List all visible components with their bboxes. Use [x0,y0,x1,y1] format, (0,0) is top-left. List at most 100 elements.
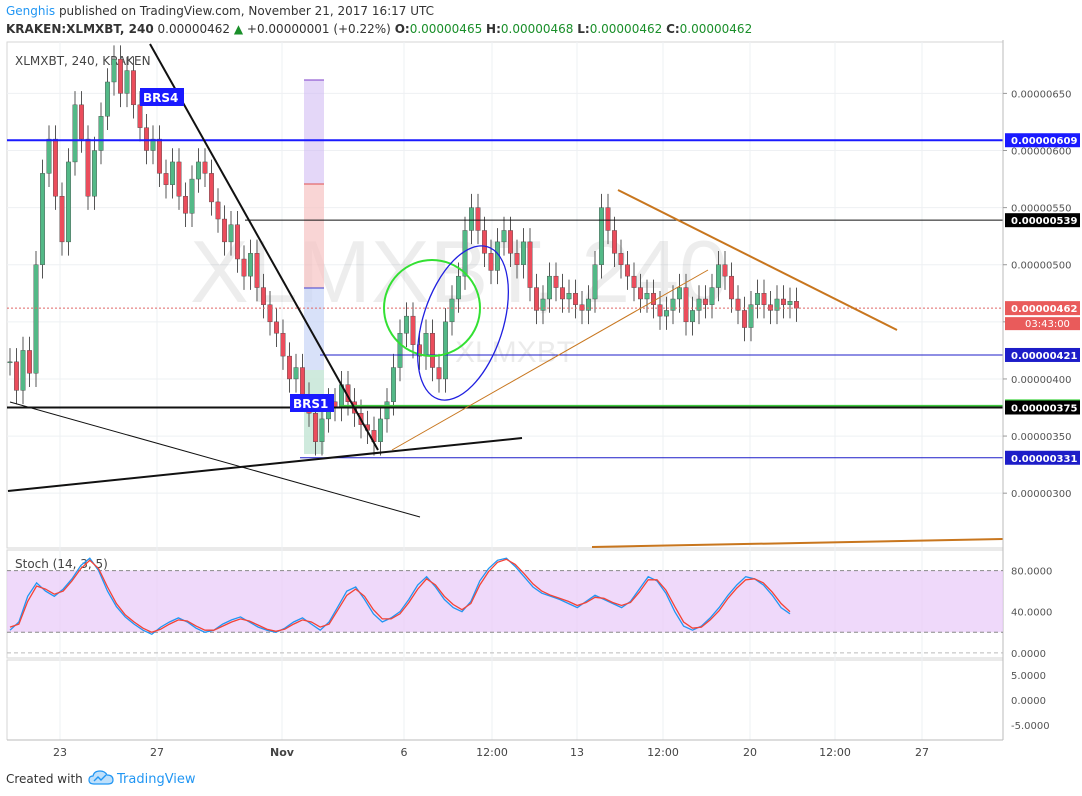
candle-body[interactable] [794,301,799,309]
candle-body[interactable] [605,207,611,231]
candle-body[interactable] [170,161,175,185]
candle-body[interactable] [677,287,682,300]
candle-body[interactable] [131,70,136,106]
candle-body[interactable] [716,264,721,288]
candle-body[interactable] [612,230,617,254]
candle-body[interactable] [579,304,585,311]
candle-body[interactable] [261,287,266,305]
tradingview-link[interactable]: TradingView [117,772,196,787]
candle-body[interactable] [703,298,708,305]
candle-body[interactable] [27,350,32,374]
candle-body[interactable] [228,224,234,243]
candle-body[interactable] [254,253,260,288]
author-link[interactable]: Genghis [6,4,56,18]
candle-body[interactable] [20,350,26,391]
candle-body[interactable] [787,301,793,305]
candle-body[interactable] [7,361,13,364]
candle-body[interactable] [690,310,695,323]
candle-body[interactable] [599,207,604,265]
candle-body[interactable] [378,418,383,442]
candle-body[interactable] [657,304,663,317]
candle-body[interactable] [514,253,520,265]
candle-body[interactable] [46,138,52,174]
candle-body[interactable] [248,253,253,277]
candle-body[interactable] [66,161,71,243]
candle-body[interactable] [105,81,110,117]
candle-body[interactable] [215,201,221,220]
candle-body[interactable] [781,298,786,305]
candle-body[interactable] [300,367,305,397]
candle-body[interactable] [696,298,702,311]
candle-body[interactable] [527,241,533,288]
candle-body[interactable] [85,138,91,197]
candle-body[interactable] [742,310,747,328]
candle-body[interactable] [625,264,630,277]
candle-body[interactable] [176,161,182,197]
candle-body[interactable] [553,275,559,288]
candle-body[interactable] [592,264,598,300]
candle-body[interactable] [501,230,507,243]
candle-body[interactable] [462,230,468,277]
candle-body[interactable] [436,367,442,380]
candle-body[interactable] [157,138,162,174]
candle-body[interactable] [683,287,689,323]
candle-body[interactable] [118,58,123,94]
candle-body[interactable] [222,218,227,243]
candle-body[interactable] [774,298,780,311]
candle-body[interactable] [449,298,455,323]
candle-body[interactable] [573,293,578,305]
candle-body[interactable] [274,321,279,334]
candle-body[interactable] [651,293,656,305]
candle-body[interactable] [540,298,546,311]
candle-body[interactable] [79,104,84,140]
candle-body[interactable] [40,173,45,265]
candle-body[interactable] [475,207,481,231]
candle-body[interactable] [644,293,650,300]
candle-body[interactable] [209,173,214,203]
candle-body[interactable] [144,127,149,151]
candle-body[interactable] [137,104,143,128]
candle-body[interactable] [482,230,487,254]
candle-body[interactable] [430,333,435,368]
candle-body[interactable] [768,304,773,311]
candle-body[interactable] [410,315,416,345]
candle-body[interactable] [566,293,572,300]
candle-body[interactable] [163,173,169,185]
candle-body[interactable] [534,287,539,311]
candle-body[interactable] [280,333,286,357]
candle-body[interactable] [267,304,273,323]
candle-body[interactable] [183,195,188,214]
candle-body[interactable] [33,264,39,374]
candle-body[interactable] [547,275,552,300]
candle-body[interactable] [755,293,760,305]
candle-body[interactable] [443,321,448,380]
candle-body[interactable] [92,150,97,197]
candle-body[interactable] [638,287,643,300]
candle-body[interactable] [14,361,19,391]
candle-body[interactable] [618,253,624,265]
candle-body[interactable] [241,258,247,277]
candle-body[interactable] [150,138,156,151]
candle-body[interactable] [202,161,208,174]
candle-body[interactable] [391,367,396,402]
tradingview-cloud-icon[interactable] [88,769,114,787]
candle-body[interactable] [189,178,195,214]
candle-body[interactable] [761,293,767,305]
candle-body[interactable] [670,298,676,311]
chart-area[interactable]: XLMXBT, 240 XLMXBT XLMXBT, 240, KRAKEN BRS4… [0,40,1082,766]
candle-body[interactable] [384,401,390,420]
candle-body[interactable] [196,161,201,180]
candle-body[interactable] [560,287,565,300]
candle-body[interactable] [521,241,526,265]
candle-body[interactable] [722,264,728,277]
candle-body[interactable] [319,418,325,442]
candle-body[interactable] [98,116,104,151]
candle-body[interactable] [664,310,669,317]
candle-body[interactable] [709,287,715,305]
candle-body[interactable] [456,275,461,300]
candle-body[interactable] [586,298,591,311]
candle-body[interactable] [124,70,130,94]
candle-body[interactable] [59,195,65,243]
candle-body[interactable] [469,207,474,231]
candle-body[interactable] [631,275,637,288]
